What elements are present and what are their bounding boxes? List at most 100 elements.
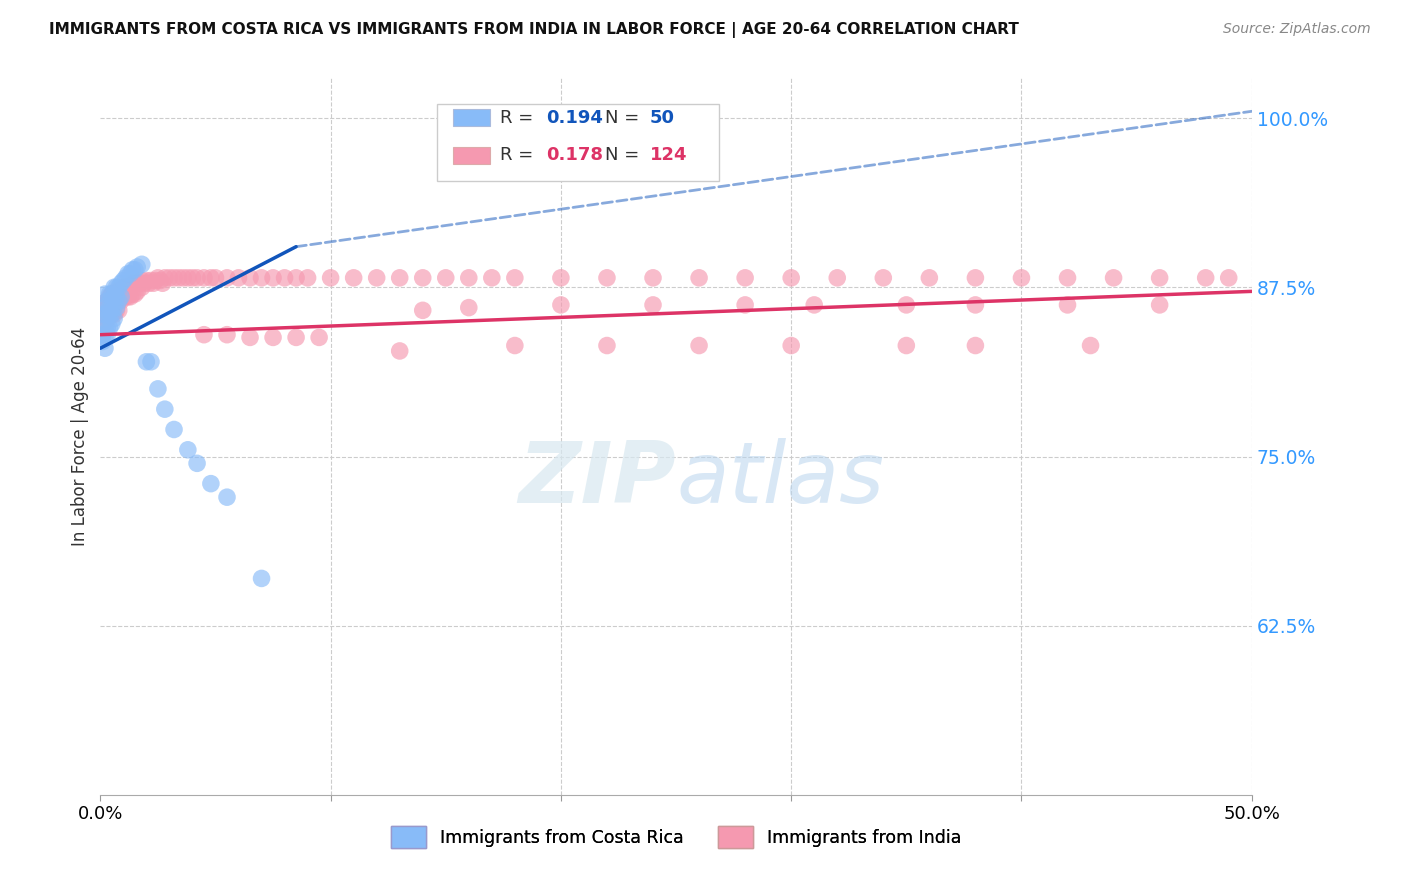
Point <box>124 287 146 301</box>
Point <box>215 490 238 504</box>
Point <box>186 270 208 285</box>
Text: ZIP: ZIP <box>519 438 676 521</box>
Point <box>91 327 114 342</box>
Point <box>91 334 114 349</box>
Point <box>163 270 186 285</box>
Point <box>131 257 153 271</box>
Point <box>107 303 129 318</box>
Point <box>803 298 825 312</box>
Point <box>101 301 124 315</box>
Point <box>239 270 262 285</box>
Point <box>825 270 848 285</box>
Point <box>145 274 167 288</box>
Text: Source: ZipAtlas.com: Source: ZipAtlas.com <box>1223 22 1371 37</box>
Point <box>105 293 128 308</box>
Point <box>94 317 117 331</box>
Point <box>481 270 503 285</box>
Point <box>193 327 215 342</box>
Point <box>1149 270 1171 285</box>
Point <box>135 355 157 369</box>
Text: atlas: atlas <box>676 438 884 521</box>
Point <box>142 277 165 291</box>
Point <box>918 270 941 285</box>
Point <box>96 293 118 308</box>
Point <box>96 301 118 315</box>
Point <box>103 287 125 301</box>
Point <box>200 476 222 491</box>
Point <box>1102 270 1125 285</box>
Point <box>215 270 238 285</box>
Point <box>120 290 142 304</box>
Point <box>103 280 125 294</box>
Point <box>388 270 411 285</box>
Point <box>117 280 139 294</box>
Point <box>101 287 124 301</box>
Point <box>127 277 149 291</box>
Point <box>388 343 411 358</box>
Point <box>250 270 273 285</box>
Point <box>641 270 664 285</box>
Point <box>127 285 149 299</box>
Point <box>457 270 479 285</box>
Point <box>101 298 124 312</box>
Point <box>688 338 710 352</box>
Point <box>177 442 200 457</box>
Point <box>965 270 987 285</box>
Point <box>1056 270 1078 285</box>
Point <box>112 280 135 294</box>
Text: N =: N = <box>605 146 645 164</box>
Point <box>105 290 128 304</box>
Point <box>107 280 129 294</box>
Point <box>103 307 125 321</box>
Point <box>152 277 174 291</box>
Point <box>167 270 190 285</box>
Point <box>132 277 155 291</box>
Point <box>596 270 619 285</box>
Point <box>112 274 135 288</box>
Point <box>105 280 128 294</box>
Point <box>1195 270 1218 285</box>
Point <box>896 338 918 352</box>
Point <box>94 330 117 344</box>
Point <box>114 280 136 294</box>
Point <box>96 293 118 308</box>
Point <box>94 307 117 321</box>
Point <box>131 280 153 294</box>
Point <box>780 270 803 285</box>
Point <box>124 277 146 291</box>
Point <box>120 267 142 281</box>
Point <box>110 285 132 299</box>
Text: 0.194: 0.194 <box>546 109 603 127</box>
Text: N =: N = <box>605 109 645 127</box>
Point <box>297 270 319 285</box>
Point <box>159 270 181 285</box>
Point <box>107 293 129 308</box>
Point <box>153 270 176 285</box>
Point <box>1056 298 1078 312</box>
Point <box>91 307 114 321</box>
Point <box>94 341 117 355</box>
Point <box>503 270 526 285</box>
Point <box>103 301 125 315</box>
Point <box>105 285 128 299</box>
Point <box>181 270 204 285</box>
Point <box>434 270 457 285</box>
Point <box>250 571 273 585</box>
Point <box>98 307 121 321</box>
Point <box>91 317 114 331</box>
Point <box>550 270 572 285</box>
Point <box>1149 298 1171 312</box>
Text: 124: 124 <box>650 146 688 164</box>
Text: R =: R = <box>501 109 538 127</box>
Point <box>103 290 125 304</box>
Point <box>112 290 135 304</box>
Point <box>1011 270 1033 285</box>
Point <box>688 270 710 285</box>
Point <box>228 270 250 285</box>
Point <box>172 270 194 285</box>
Point <box>94 298 117 312</box>
Point <box>138 277 160 291</box>
Point <box>117 290 139 304</box>
Point <box>308 330 330 344</box>
Point <box>285 270 308 285</box>
